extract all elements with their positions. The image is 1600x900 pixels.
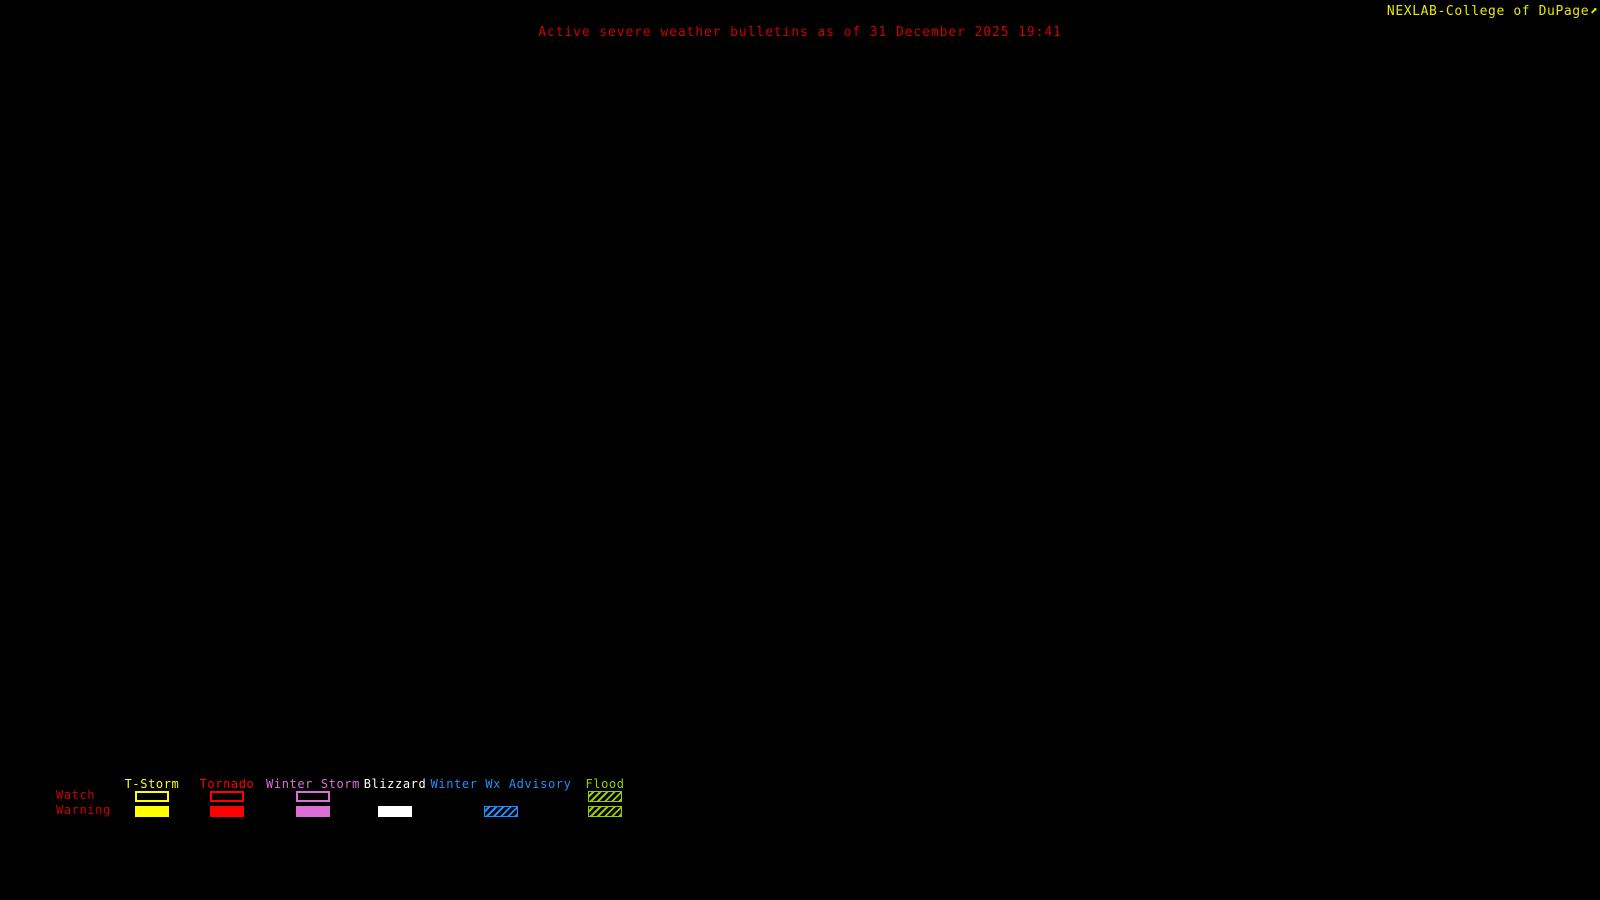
legend-swatch-flood-warning — [588, 806, 622, 817]
legend-column-winter-wx-advisory[interactable]: Winter Wx Advisory — [425, 776, 577, 836]
legend-header-tornado: Tornado — [199, 777, 255, 791]
legend-column-t-storm[interactable]: T-Storm — [97, 776, 207, 836]
legend-header-winter-wx-advisory: Winter Wx Advisory — [430, 777, 572, 791]
external-link-icon[interactable]: ⬈ — [1590, 4, 1598, 19]
legend-row-label-watch: Watch — [56, 788, 96, 802]
legend-header-blizzard: Blizzard — [363, 777, 427, 791]
legend-column-winter-storm[interactable]: Winter Storm — [245, 776, 381, 836]
legend-swatch-tornado-warning — [210, 806, 244, 817]
legend: Watch Warning T-Storm Tornado Winter Sto… — [0, 776, 1600, 836]
legend-column-flood[interactable]: Flood — [562, 776, 648, 836]
legend-header-flood: Flood — [585, 777, 625, 791]
branding: NEXLAB-College of DuPage ⬈ — [1387, 4, 1598, 19]
legend-header-t-storm: T-Storm — [124, 777, 180, 791]
weather-map-canvas[interactable] — [0, 44, 1600, 768]
legend-column-tornado[interactable]: Tornado — [172, 776, 282, 836]
page-title: Active severe weather bulletins as of 31… — [538, 25, 1062, 40]
legend-swatch-t-storm-warning — [135, 806, 169, 817]
legend-swatch-t-storm-watch — [135, 791, 169, 802]
legend-swatch-blizzard-warning — [378, 806, 412, 817]
legend-column-blizzard[interactable]: Blizzard — [345, 776, 445, 836]
title-bar: Active severe weather bulletins as of 31… — [0, 21, 1600, 40]
legend-swatch-winter-wx-advisory-warning — [484, 806, 518, 817]
legend-swatch-flood-watch — [588, 791, 622, 802]
legend-swatch-winter-storm-watch — [296, 791, 330, 802]
legend-swatch-tornado-watch — [210, 791, 244, 802]
legend-row-label-warning: Warning — [56, 803, 111, 817]
legend-swatch-winter-storm-warning — [296, 806, 330, 817]
branding-label: NEXLAB-College of DuPage — [1386, 4, 1590, 19]
legend-header-winter-storm: Winter Storm — [266, 777, 360, 791]
